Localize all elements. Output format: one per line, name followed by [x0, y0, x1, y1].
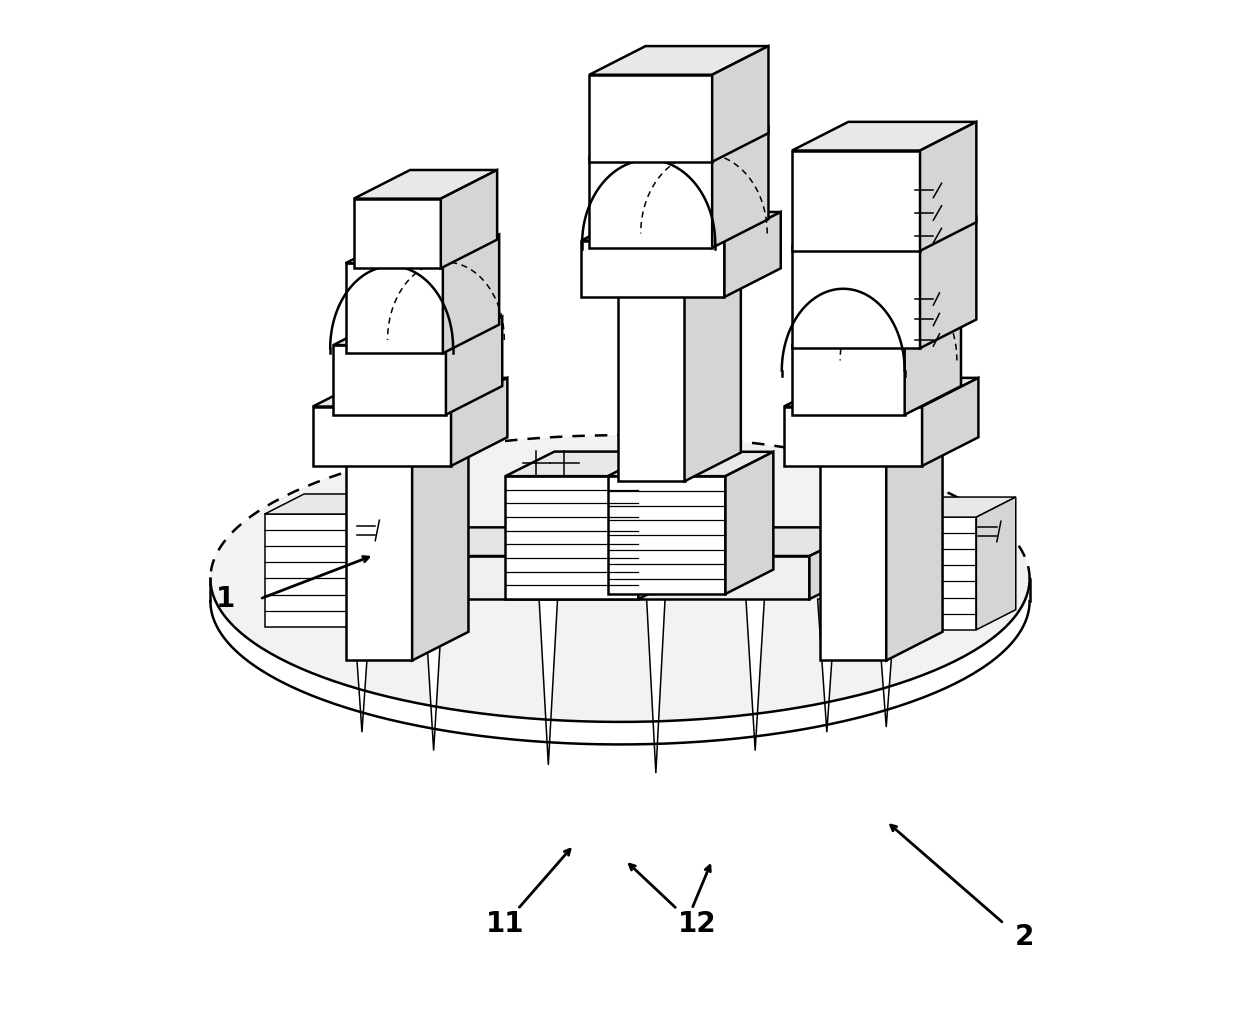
Polygon shape: [589, 75, 712, 162]
Polygon shape: [352, 599, 371, 732]
Polygon shape: [264, 494, 394, 514]
Polygon shape: [746, 599, 764, 751]
Polygon shape: [784, 407, 923, 466]
Polygon shape: [355, 494, 394, 627]
Polygon shape: [334, 345, 446, 415]
Polygon shape: [608, 476, 725, 594]
Polygon shape: [877, 604, 895, 727]
Polygon shape: [884, 517, 976, 630]
Polygon shape: [646, 599, 665, 773]
Polygon shape: [346, 234, 500, 263]
Text: 11: 11: [486, 909, 525, 938]
Polygon shape: [589, 156, 712, 248]
Polygon shape: [443, 234, 500, 353]
Polygon shape: [976, 497, 1016, 630]
Polygon shape: [506, 476, 639, 599]
Polygon shape: [792, 345, 905, 415]
Text: 12: 12: [677, 909, 717, 938]
Polygon shape: [424, 599, 443, 751]
Polygon shape: [312, 378, 507, 407]
Polygon shape: [582, 241, 724, 297]
Polygon shape: [810, 527, 869, 599]
Polygon shape: [712, 127, 769, 248]
Polygon shape: [334, 316, 502, 345]
Polygon shape: [639, 452, 688, 599]
Polygon shape: [346, 263, 443, 353]
Polygon shape: [792, 246, 920, 348]
Polygon shape: [618, 287, 684, 481]
Polygon shape: [410, 556, 810, 599]
Polygon shape: [410, 527, 869, 556]
Polygon shape: [608, 452, 774, 476]
Polygon shape: [884, 497, 1016, 517]
Polygon shape: [724, 212, 781, 297]
Polygon shape: [440, 170, 497, 268]
Polygon shape: [312, 407, 451, 466]
Polygon shape: [712, 46, 769, 162]
Ellipse shape: [211, 435, 1029, 722]
Polygon shape: [589, 127, 769, 156]
Polygon shape: [817, 599, 836, 732]
Polygon shape: [792, 151, 920, 251]
Polygon shape: [920, 217, 976, 348]
Polygon shape: [451, 378, 507, 466]
Polygon shape: [589, 46, 769, 75]
Polygon shape: [582, 212, 781, 241]
Polygon shape: [820, 456, 887, 660]
Polygon shape: [539, 599, 558, 765]
Polygon shape: [346, 427, 469, 456]
Polygon shape: [346, 456, 412, 660]
Polygon shape: [792, 316, 961, 345]
Polygon shape: [684, 258, 740, 481]
Polygon shape: [353, 199, 440, 268]
Polygon shape: [887, 427, 942, 660]
Polygon shape: [792, 217, 976, 246]
Text: 2: 2: [1014, 923, 1034, 951]
Text: 1: 1: [216, 585, 236, 613]
Polygon shape: [412, 427, 469, 660]
Polygon shape: [353, 170, 497, 199]
Polygon shape: [506, 452, 688, 476]
Polygon shape: [923, 378, 978, 466]
Polygon shape: [725, 452, 774, 594]
Polygon shape: [784, 378, 978, 407]
Polygon shape: [792, 122, 976, 151]
Polygon shape: [920, 122, 976, 251]
Polygon shape: [446, 316, 502, 415]
Polygon shape: [264, 514, 355, 627]
Polygon shape: [618, 258, 740, 287]
Polygon shape: [905, 316, 961, 415]
Polygon shape: [820, 427, 942, 456]
